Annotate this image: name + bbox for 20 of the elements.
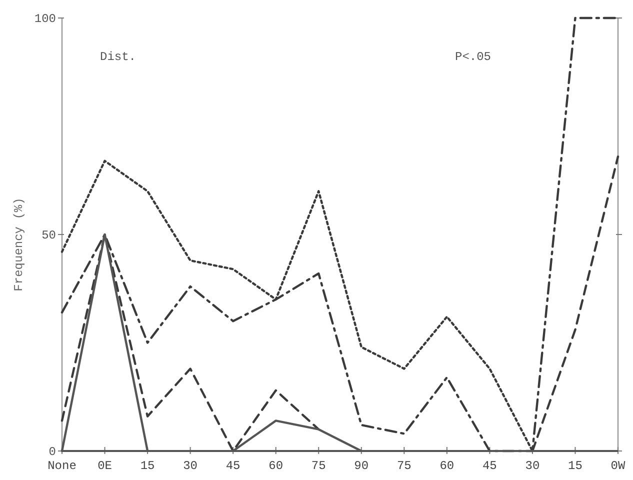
x-tick-label: None xyxy=(48,459,76,473)
y-axis-title: Frequency (%) xyxy=(12,198,26,292)
x-tick-label: 0E xyxy=(98,459,112,473)
x-tick-label: 45 xyxy=(482,459,497,473)
x-tick-label: 75 xyxy=(311,459,326,473)
annotation: P<.05 xyxy=(455,50,492,64)
x-tick-label: 90 xyxy=(354,459,369,473)
x-tick-label: 30 xyxy=(525,459,540,473)
y-tick-label: 0 xyxy=(48,445,56,460)
x-tick-label: 60 xyxy=(440,459,454,473)
x-tick-label: 30 xyxy=(183,459,198,473)
y-tick-label: 100 xyxy=(34,12,56,26)
x-tick-label: 75 xyxy=(396,459,412,473)
y-tick-label: 50 xyxy=(42,228,56,243)
x-tick-label: 15 xyxy=(568,459,582,473)
x-tick-label: 60 xyxy=(268,459,284,473)
annotation: Dist. xyxy=(100,50,136,64)
x-tick-label: 15 xyxy=(140,459,155,473)
x-tick-label: 45 xyxy=(226,459,240,473)
x-tick-label: 0W xyxy=(610,459,626,473)
